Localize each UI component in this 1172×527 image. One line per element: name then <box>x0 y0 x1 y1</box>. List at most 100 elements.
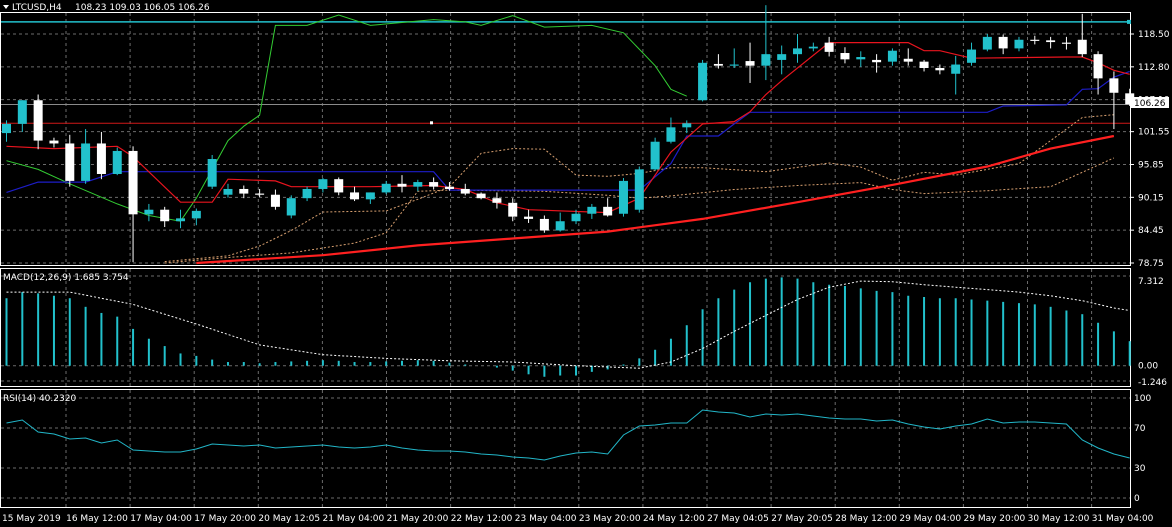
ohlc-values: 108.23 109.03 106.05 106.26 <box>75 3 210 13</box>
price-tick-label: 90.15 <box>1138 193 1164 203</box>
bullish-candle <box>666 127 676 142</box>
bullish-candle <box>318 179 328 189</box>
tenkan-sen <box>6 41 1130 214</box>
bearish-candle <box>1109 78 1119 93</box>
bearish-candle <box>824 42 834 52</box>
bearish-candle <box>872 59 882 63</box>
bullish-candle <box>682 123 692 128</box>
bullish-candle <box>761 54 771 66</box>
time-tick-label: 22 May 12:00 <box>451 514 513 524</box>
bearish-candle <box>603 206 613 216</box>
bearish-candle <box>492 198 502 203</box>
bearish-candle <box>49 140 59 144</box>
price-tick-label: 95.85 <box>1138 160 1164 170</box>
price-tick-label: 84.45 <box>1138 226 1164 236</box>
rsi-tick-label: 100 <box>1134 394 1151 404</box>
rsi-indicator-label: RSI(14) 40.2320 <box>3 394 76 404</box>
bearish-candle <box>539 218 549 231</box>
bearish-candle <box>524 216 534 219</box>
current-price-tag <box>1131 97 1169 108</box>
bullish-candle <box>618 180 628 214</box>
axis-labels: 118.50112.80107.10101.5595.8590.1584.457… <box>2 30 1170 524</box>
time-tick-label: 27 May 20:05 <box>771 514 833 524</box>
bullish-candle <box>365 192 375 200</box>
bearish-candle <box>128 150 138 215</box>
bearish-candle <box>1125 93 1135 105</box>
bearish-candle <box>476 193 486 199</box>
bullish-candle <box>17 100 27 124</box>
price-tick-label: 101.55 <box>1138 128 1170 138</box>
bullish-candle <box>808 46 818 49</box>
bullish-candle <box>729 64 739 66</box>
time-tick-label: 15 May 2019 <box>2 514 61 524</box>
bearish-candle <box>1077 39 1087 55</box>
macd-series <box>5 277 1131 377</box>
bearish-candle <box>745 61 755 66</box>
dropdown-triangle-icon[interactable] <box>3 5 9 9</box>
bearish-candle <box>255 193 265 195</box>
macd-panel-frame <box>0 268 1131 387</box>
bearish-candle <box>713 63 723 66</box>
time-tick-label: 23 May 20:00 <box>579 514 641 524</box>
bullish-candle <box>1014 39 1024 49</box>
bearish-candle <box>350 192 360 200</box>
bearish-candle <box>919 61 929 68</box>
bullish-candle <box>650 141 660 170</box>
bearish-candle <box>96 143 106 174</box>
bearish-candle <box>903 58 913 62</box>
bullish-candle <box>951 64 961 74</box>
bearish-candle <box>1093 54 1103 79</box>
macd-tick-label: 7.312 <box>1138 277 1164 287</box>
time-tick-label: 20 May 12:05 <box>258 514 320 524</box>
bullish-candle <box>2 123 11 134</box>
bearish-candle <box>33 100 43 141</box>
time-tick-label: 30 May 12:00 <box>1028 514 1090 524</box>
horizontal-line-handle <box>1127 19 1131 24</box>
bullish-candle <box>982 36 992 50</box>
bullish-candle <box>207 159 217 187</box>
bearish-candle <box>397 183 407 187</box>
bearish-candle <box>1061 42 1071 44</box>
rsi-tick-label: 30 <box>1134 464 1146 474</box>
bullish-candle <box>777 54 787 60</box>
senkou-span-b <box>164 157 1115 264</box>
bullish-candle <box>634 169 644 210</box>
time-tick-label: 21 May 04:00 <box>323 514 385 524</box>
bullish-candle <box>176 218 186 222</box>
bearish-candle <box>65 143 75 181</box>
bullish-candle <box>286 198 296 216</box>
price-series <box>1 5 1135 265</box>
rsi-tick-label: 70 <box>1134 424 1146 434</box>
moving-average-line <box>196 134 1115 265</box>
bearish-candle <box>160 209 170 222</box>
macd-tick-label: 0.00 <box>1138 362 1158 372</box>
time-tick-label: 24 May 12:00 <box>643 514 705 524</box>
price-tick-label: 118.50 <box>1138 30 1170 40</box>
bullish-candle <box>144 209 154 215</box>
rsi-line <box>6 409 1130 461</box>
bullish-candle <box>587 206 597 214</box>
bearish-candle <box>270 194 280 207</box>
rsi-tick-label: 0 <box>1134 494 1140 504</box>
bullish-candle <box>698 62 708 101</box>
bullish-candle <box>302 188 312 199</box>
bullish-candle <box>413 182 423 187</box>
bullish-candle <box>112 150 122 174</box>
bullish-candle <box>793 48 802 55</box>
time-tick-label: 29 May 04:00 <box>899 514 961 524</box>
bullish-candle <box>555 221 565 231</box>
bullish-candle <box>967 49 977 63</box>
bearish-candle <box>334 179 344 193</box>
time-tick-label: 31 May 04:00 <box>1092 514 1154 524</box>
bullish-candle <box>887 50 897 62</box>
price-panel-frame <box>0 12 1131 266</box>
time-tick-label: 21 May 20:00 <box>387 514 449 524</box>
time-tick-label: 27 May 04:05 <box>707 514 769 524</box>
bearish-candle <box>460 188 470 194</box>
rsi-series <box>6 409 1130 461</box>
bearish-candle <box>429 182 439 187</box>
time-tick-label: 17 May 20:00 <box>194 514 256 524</box>
bullish-candle <box>381 183 391 193</box>
bearish-candle <box>935 67 945 71</box>
